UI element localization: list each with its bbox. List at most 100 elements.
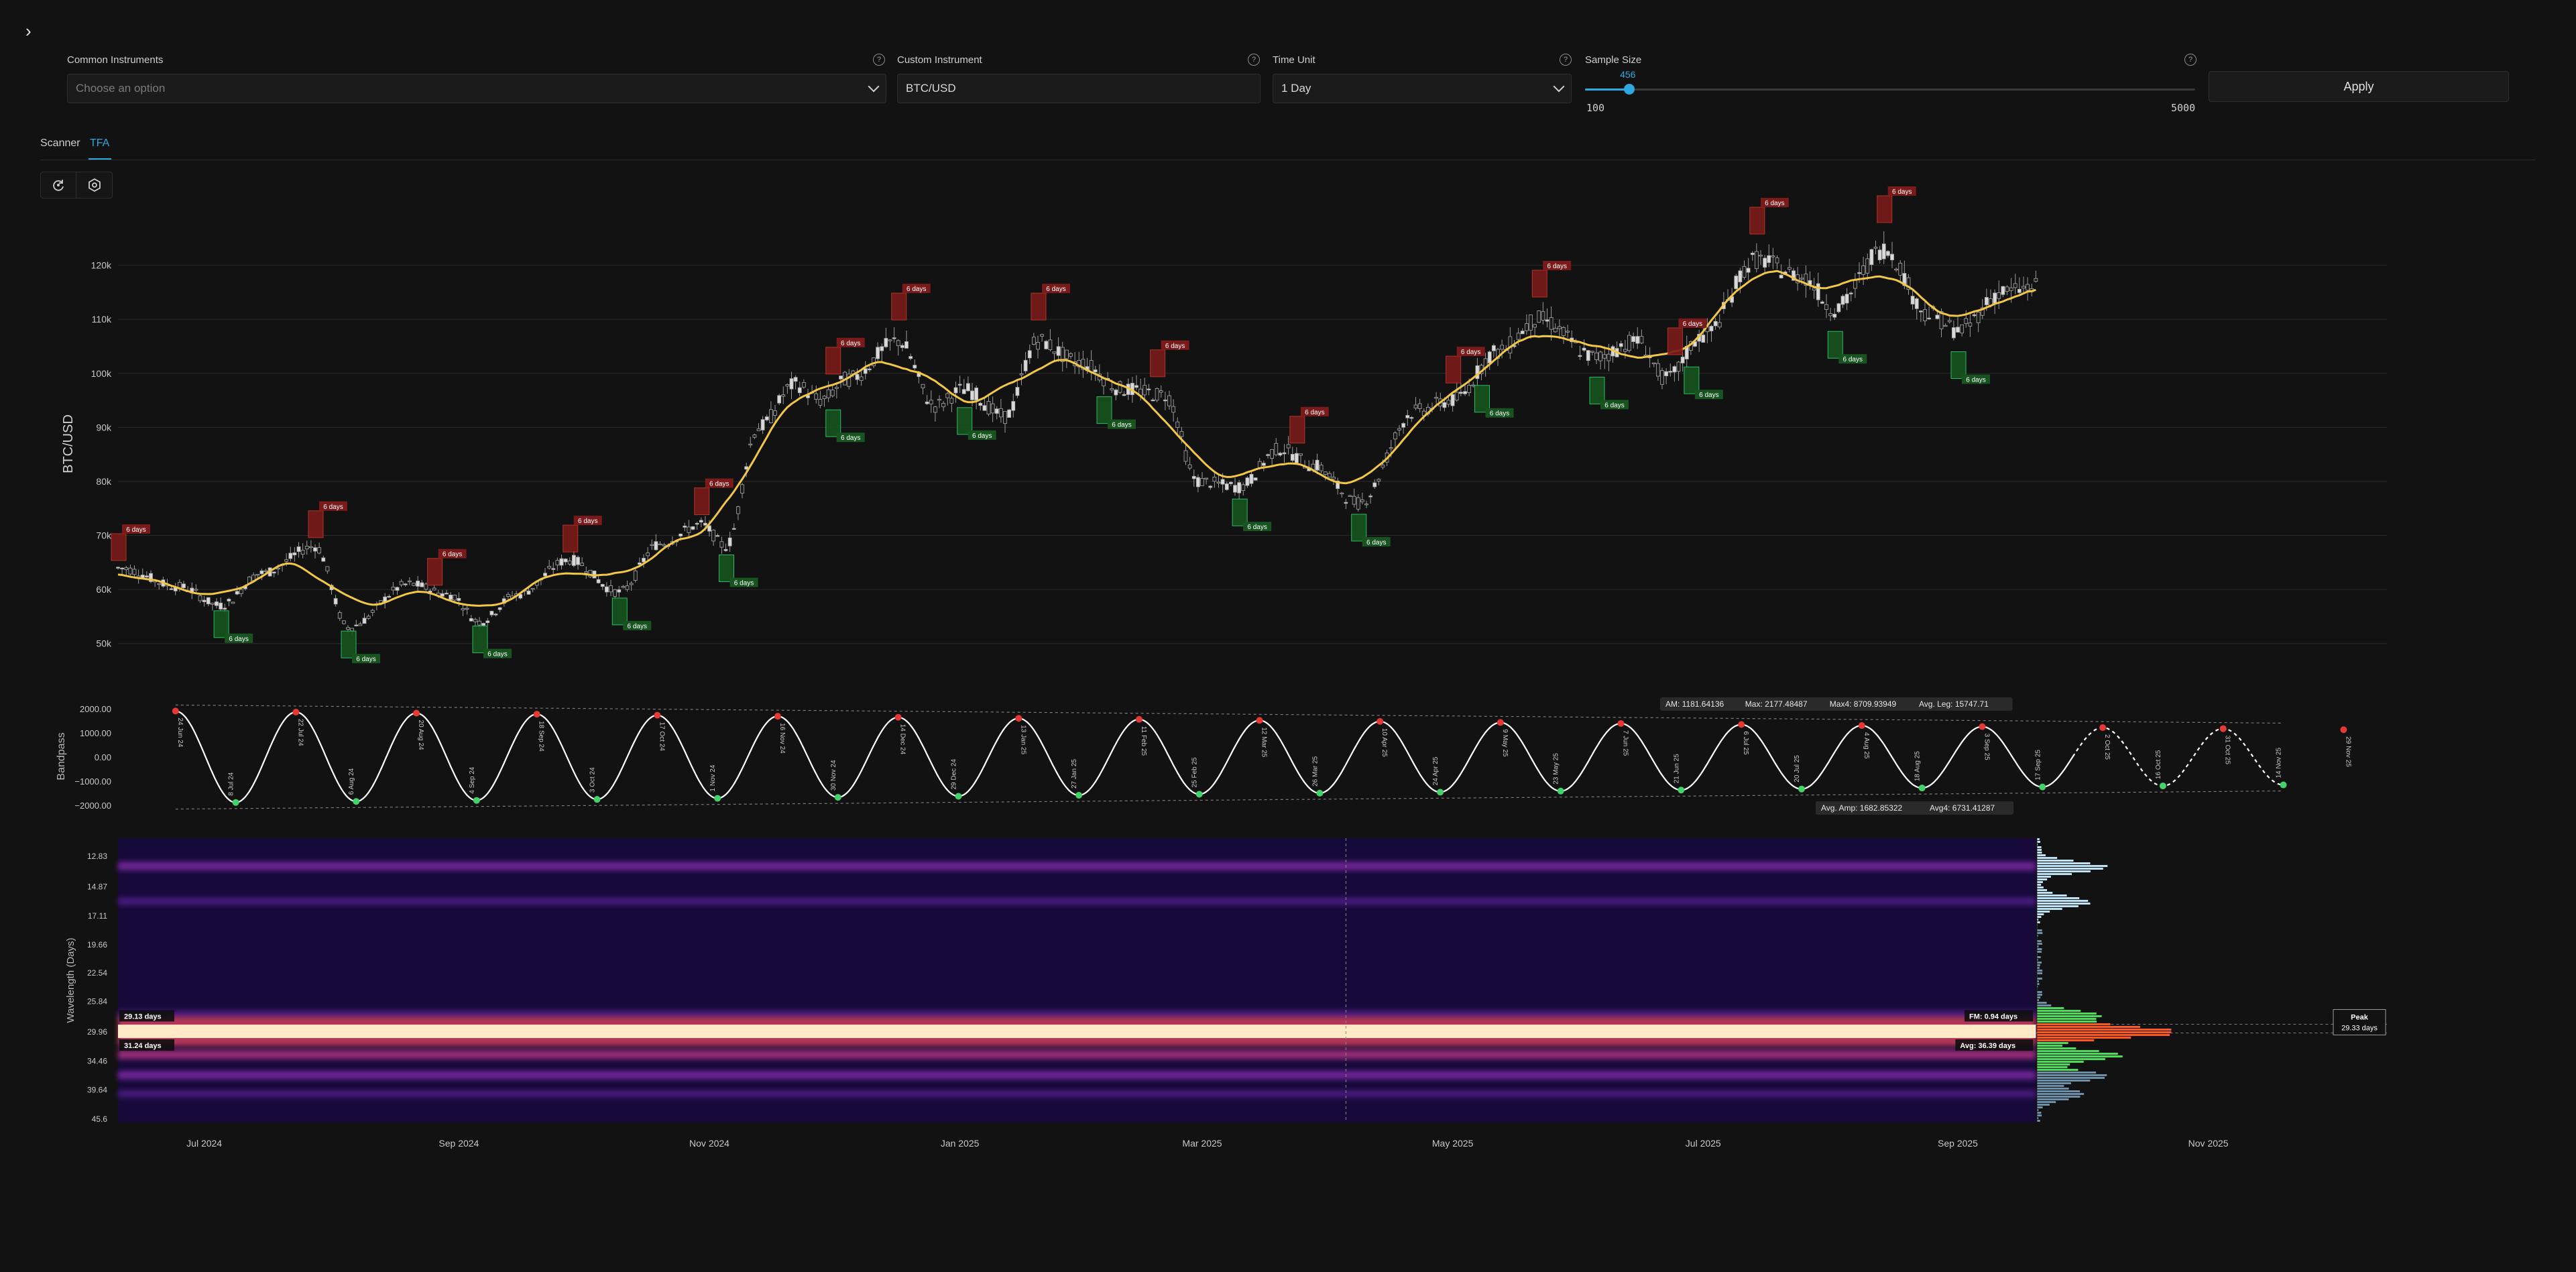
custom-instrument-input[interactable]: BTC/USD bbox=[897, 74, 1261, 103]
marker-label-bg bbox=[1543, 260, 1572, 270]
candle-body bbox=[1208, 485, 1213, 488]
histogram-bar bbox=[2037, 919, 2039, 921]
candle-body bbox=[1840, 296, 1845, 305]
histogram-bar bbox=[2037, 884, 2042, 886]
candle-body bbox=[1081, 359, 1086, 370]
bandpass-trough-dot bbox=[2280, 781, 2287, 789]
sidebar-toggle-chevron-icon[interactable]: › bbox=[25, 21, 32, 41]
candle-body bbox=[1023, 359, 1028, 371]
x-tick-label: Nov 2024 bbox=[689, 1138, 729, 1149]
x-tick-label: Mar 2025 bbox=[1182, 1138, 1222, 1149]
heatmap-band bbox=[118, 1010, 2036, 1019]
candle-body bbox=[867, 368, 872, 371]
bandpass-peak-dot bbox=[1135, 715, 1143, 723]
heatmap-band bbox=[118, 1025, 2036, 1039]
price-axis-title: BTC/USD bbox=[61, 414, 76, 473]
histogram-bar bbox=[2037, 972, 2043, 974]
candle-body bbox=[888, 339, 892, 341]
time-unit-select[interactable]: 1 Day bbox=[1273, 74, 1572, 103]
candle-body bbox=[876, 347, 880, 359]
sample-size-slider-thumb[interactable] bbox=[1624, 84, 1635, 95]
bandpass-y-tick: −2000.00 bbox=[74, 801, 111, 811]
bandpass-peak-dot bbox=[172, 707, 179, 715]
candle-body bbox=[1220, 479, 1225, 485]
bandpass-trough-dot bbox=[1316, 789, 1324, 797]
heatmap-y-tick: 39.64 bbox=[87, 1086, 107, 1095]
candle-body bbox=[1274, 443, 1279, 455]
candle-body bbox=[1257, 461, 1262, 468]
settings-button[interactable] bbox=[76, 172, 113, 198]
custom-instrument-help-icon[interactable]: ? bbox=[1248, 54, 1260, 66]
trough-box bbox=[1684, 366, 1700, 394]
candle-body bbox=[719, 541, 724, 548]
histogram-bar bbox=[2037, 846, 2042, 848]
bandpass-trough-date: 21 Jun 25 bbox=[1673, 754, 1680, 783]
candle-body bbox=[797, 387, 802, 394]
candle-body bbox=[432, 587, 436, 591]
trough-marker: 6 days bbox=[1096, 396, 1136, 429]
stat-text: AM: 1181.64136 bbox=[1665, 699, 1724, 709]
trough-marker: 6 days bbox=[825, 409, 865, 443]
candle-body bbox=[1578, 355, 1582, 357]
histogram-bar bbox=[2037, 897, 2080, 899]
marker-label: 6 days bbox=[323, 504, 343, 511]
bandpass-peak-date: 18 Sep 24 bbox=[538, 721, 545, 752]
candle-body bbox=[699, 520, 703, 523]
trough-marker: 6 days bbox=[1232, 498, 1272, 532]
peak-marker: 6 days bbox=[891, 284, 931, 321]
candle-body bbox=[526, 590, 531, 595]
bandpass-trough-date: 8 Jul 24 bbox=[228, 772, 235, 795]
histogram-bar bbox=[2037, 1013, 2097, 1015]
candle-body bbox=[1738, 270, 1743, 282]
trough-box bbox=[825, 409, 841, 437]
candle-body bbox=[387, 595, 392, 598]
candle-body bbox=[350, 628, 355, 632]
histogram-bar bbox=[2037, 852, 2042, 854]
candle-body bbox=[149, 573, 153, 582]
candle-body bbox=[1857, 272, 1861, 274]
peak-box bbox=[1877, 195, 1893, 223]
histogram-bar bbox=[2037, 844, 2038, 846]
candle-body bbox=[1956, 327, 1960, 333]
candle-body bbox=[921, 384, 925, 388]
x-tick-label: May 2025 bbox=[1432, 1138, 1474, 1149]
trough-marker: 6 days bbox=[1827, 331, 1867, 364]
histogram-bar bbox=[2037, 868, 2103, 870]
histogram-bar bbox=[2037, 1096, 2081, 1098]
x-tick-label: Jan 2025 bbox=[941, 1138, 980, 1149]
apply-button[interactable]: Apply bbox=[2209, 71, 2509, 102]
tab-tfa[interactable]: TFA bbox=[90, 137, 110, 149]
time-unit-label: Time Unit bbox=[1273, 54, 1315, 66]
sample-size-help-icon[interactable]: ? bbox=[2184, 54, 2197, 66]
marker-label-bg bbox=[729, 577, 758, 587]
bandpass-trough-date: 30 Nov 24 bbox=[830, 760, 837, 791]
bandpass-trough-date: 29 Dec 24 bbox=[950, 759, 957, 790]
trough-marker: 6 days bbox=[472, 626, 512, 658]
candle-body bbox=[949, 398, 954, 404]
peak-box bbox=[1031, 292, 1047, 321]
bandpass-trough-dot bbox=[1678, 787, 1685, 794]
sample-size-slider-track[interactable] bbox=[1585, 89, 2195, 91]
candle-body bbox=[370, 610, 375, 613]
candle-body bbox=[892, 337, 896, 339]
trough-marker: 6 days bbox=[1950, 351, 1990, 384]
tab-scanner[interactable]: Scanner bbox=[40, 137, 80, 149]
candle-body bbox=[1590, 351, 1594, 353]
candle-body bbox=[1450, 394, 1455, 406]
histogram-bar bbox=[2037, 916, 2042, 918]
marker-label-bg bbox=[902, 284, 931, 294]
histogram-bar bbox=[2037, 1104, 2050, 1106]
candle-body bbox=[727, 537, 732, 546]
candle-body bbox=[1036, 342, 1040, 350]
candle-body bbox=[1935, 314, 1940, 319]
x-tick-label: Sep 2025 bbox=[1938, 1138, 1978, 1149]
common-instruments-help-icon[interactable]: ? bbox=[873, 54, 885, 66]
common-instruments-select[interactable]: Choose an option bbox=[67, 74, 886, 103]
peak-marker: 6 days bbox=[1877, 186, 1916, 223]
heatmap-background bbox=[118, 838, 2036, 1122]
refresh-button[interactable] bbox=[40, 172, 76, 198]
bandpass-trough-dot bbox=[1075, 791, 1083, 799]
time-unit-help-icon[interactable]: ? bbox=[1560, 54, 1572, 66]
candle-body bbox=[1984, 297, 1989, 306]
candle-body bbox=[1052, 351, 1057, 354]
